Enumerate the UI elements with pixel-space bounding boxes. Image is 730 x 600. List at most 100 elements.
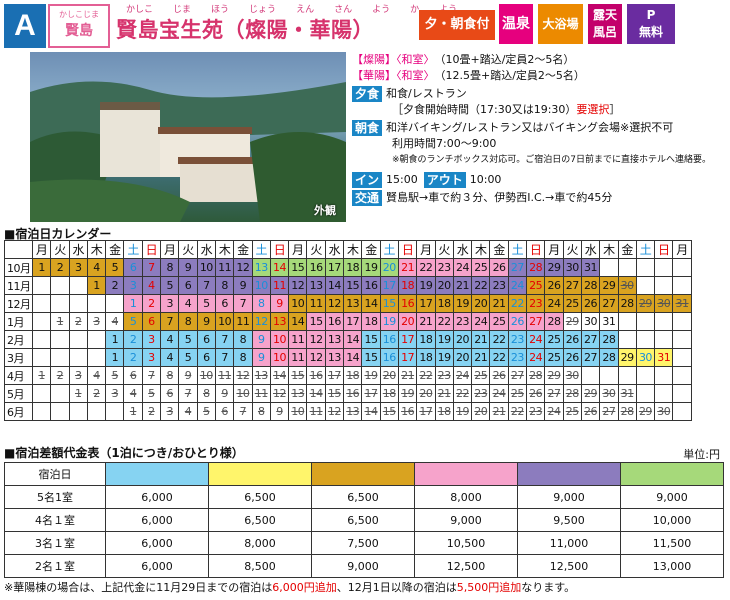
note-add1: 6,000円追加	[272, 581, 337, 594]
calendar-empty	[635, 330, 656, 349]
calendar-empty	[599, 258, 619, 277]
calendar-day: 16	[324, 312, 345, 331]
calendar-day: 7	[178, 384, 198, 403]
calendar-day: 3	[68, 258, 88, 277]
calendar-day: 12	[233, 366, 253, 385]
weekday-header: 火	[50, 240, 70, 259]
calendar-day: 30	[580, 312, 601, 331]
calendar-day: 14	[306, 384, 326, 403]
title-ruby-2: ほう	[211, 5, 230, 15]
calendar-day: 9	[251, 330, 271, 349]
calendar-empty	[105, 402, 125, 421]
calendar-day: 3	[123, 276, 143, 295]
calendar-day: 23	[434, 258, 454, 277]
calendar-day: 1	[123, 402, 143, 421]
calendar-day: 21	[397, 258, 418, 277]
calendar-day: 11	[214, 366, 235, 385]
price-value: 6,500	[311, 485, 415, 509]
price-value: 6,000	[105, 554, 209, 578]
breakfast-time: 利用時間7:00～9:00	[392, 137, 497, 150]
price-unit: 単位:円	[683, 448, 720, 461]
calendar-month: 10月	[4, 258, 33, 277]
weekday-header: 火	[306, 240, 326, 259]
calendar-day: 19	[452, 402, 473, 421]
weekday-header: 月	[288, 240, 308, 259]
calendar-day: 9	[196, 312, 216, 331]
calendar-day: 6	[178, 276, 198, 295]
calendar-empty	[672, 276, 692, 295]
calendar-month: 6月	[4, 402, 33, 421]
calendar-day: 13	[251, 258, 271, 277]
calendar-day: 26	[544, 276, 564, 295]
note-pre: ※華陽棟の場合は、上記代金に11月29日までの宿泊は	[4, 581, 273, 594]
calendar-day: 26	[580, 402, 601, 421]
calendar-day: 24	[544, 294, 564, 313]
calendar-day: 7	[141, 366, 162, 385]
calendar-empty	[617, 330, 637, 349]
calendar-day: 24	[526, 330, 546, 349]
weekday-header: 火	[562, 240, 582, 259]
calendar-day: 1	[123, 294, 143, 313]
calendar-day: 26	[562, 330, 582, 349]
calendar-day: 6	[196, 348, 216, 367]
calendar-day: 7	[233, 294, 253, 313]
weekday-header: 月	[672, 240, 692, 259]
breakfast-text: 和洋バイキング/レストラン又はバイキング会場※選択不可	[386, 121, 674, 134]
calendar-day: 19	[397, 384, 418, 403]
price-value: 6,500	[208, 508, 312, 532]
calendar-day: 23	[489, 276, 509, 295]
weekday-header: 木	[599, 240, 619, 259]
weekday-header: 金	[105, 240, 125, 259]
calendar-day: 12	[251, 312, 271, 331]
calendar-empty	[31, 402, 52, 421]
calendar-day: 19	[452, 294, 473, 313]
calendar-day: 10	[196, 258, 216, 277]
calendar-empty	[31, 294, 52, 313]
price-value: 8,000	[208, 531, 312, 555]
calendar-day: 11	[288, 330, 308, 349]
calendar-day: 20	[416, 384, 436, 403]
calendar-day: 31	[599, 312, 619, 331]
calendar-empty	[617, 258, 637, 277]
calendar-day: 14	[324, 276, 345, 295]
weekday-header: 火	[434, 240, 454, 259]
calendar-day: 7	[233, 402, 253, 421]
calendar-day: 16	[397, 294, 418, 313]
calendar-day: 20	[379, 258, 399, 277]
calendar-empty	[31, 348, 52, 367]
price-color-key	[517, 462, 621, 486]
calendar-day: 14	[361, 294, 381, 313]
calendar-day: 15	[379, 294, 399, 313]
calendar-day: 16	[379, 348, 399, 367]
calendar-day: 29	[635, 294, 656, 313]
hotel-title: かしこじまほうじょうえんさんようかよう 賢島宝生苑（燦陽・華陽）	[116, 2, 457, 48]
calendar-day: 30	[562, 366, 582, 385]
calendar-day: 4	[123, 384, 143, 403]
calendar-empty	[50, 348, 70, 367]
calendar-day: 2	[141, 294, 162, 313]
calendar-day: 14	[343, 330, 363, 349]
calendar-day: 5	[105, 258, 125, 277]
calendar-day: 18	[397, 276, 418, 295]
room-sanyo-label: 【燦陽】〈和室〉	[352, 53, 435, 66]
calendar-empty	[31, 276, 52, 295]
weekday-header: 水	[324, 240, 345, 259]
calendar-day: 3	[105, 384, 125, 403]
calendar-day: 20	[471, 294, 491, 313]
calendar-day: 14	[269, 366, 290, 385]
price-header: 宿泊日	[4, 462, 106, 486]
calendar-month: 11月	[4, 276, 33, 295]
calendar-day: 18	[416, 348, 436, 367]
calendar-day: 25	[471, 258, 491, 277]
calendar-day: 6	[214, 402, 235, 421]
calendar-day: 28	[599, 348, 619, 367]
price-value: 12,500	[517, 554, 621, 578]
note-add2: 5,500円追加	[456, 581, 522, 594]
calendar-day: 24	[489, 384, 509, 403]
calendar-title: ■宿泊日カレンダー	[4, 227, 112, 241]
access-row: 交通 賢島駅→車で約３分、伊勢西I.C.→車で約45分	[352, 190, 727, 206]
calendar-empty	[50, 402, 70, 421]
calendar-day: 23	[507, 348, 528, 367]
calendar-day: 29	[562, 312, 582, 331]
calendar-day: 3	[86, 312, 107, 331]
